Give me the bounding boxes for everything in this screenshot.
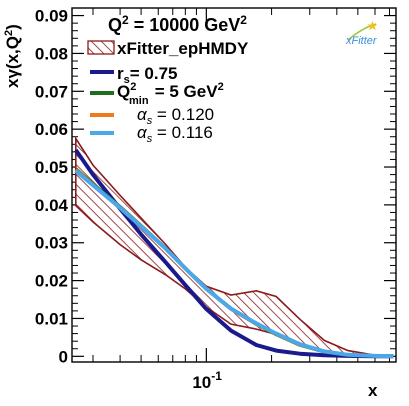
logo-star-icon: [367, 21, 378, 31]
y-tick-label: 0: [59, 347, 68, 366]
series-line-1: [74, 167, 394, 359]
legend-label-band: xFitter_epHMDY: [117, 39, 249, 58]
plot-frame: [71, 7, 397, 363]
y-tick-label: 0.01: [35, 309, 68, 328]
legend-as116-rest: = 0.116: [152, 123, 213, 142]
legend-label-qmin: Q2 min = 5 GeV2: [117, 81, 224, 107]
y-tick-label: 0.03: [35, 234, 68, 253]
error-band-area: [75, 135, 394, 358]
x-axis: 10-1: [92, 8, 391, 392]
y-tick-label: 0.07: [35, 82, 68, 101]
y-tick-label: 0.09: [35, 7, 68, 26]
series-line-3: [74, 169, 394, 359]
legend-qmin-main: Q: [117, 82, 130, 101]
error-band: [75, 135, 394, 358]
header-q-sup: 2: [122, 13, 129, 27]
legend-label-as120: αs = 0.120: [137, 105, 214, 127]
header-rest: = 10000 GeV: [129, 15, 241, 35]
legend-qmin-rest: = 5 GeV: [150, 82, 218, 101]
x-tick-exp: -1: [211, 369, 222, 383]
legend-swatch-band: [87, 40, 115, 55]
legend: xFitter_epHMDY rs= 0.75 Q2 min = 5 GeV2 α…: [87, 39, 249, 145]
legend-qmin-sup: 2: [130, 81, 136, 93]
x-tick-label: 10-1: [192, 369, 222, 392]
y-tick-label: 0.02: [35, 272, 68, 291]
y-tick-label: 0.06: [35, 120, 68, 139]
legend-as120-main: α: [137, 105, 148, 124]
y-axis-title-sup: 2: [3, 30, 15, 36]
y-axis-title-main: xγ(x,Q: [3, 36, 22, 88]
y-axis-title-end: ): [3, 24, 22, 30]
legend-as120-sub: s: [147, 115, 153, 127]
header-q: Q: [108, 15, 122, 35]
series-line-2: [74, 168, 394, 359]
legend-label-as116: αs = 0.116: [137, 123, 213, 145]
chart-header: Q2 = 10000 GeV2: [108, 13, 247, 35]
series-lines: [74, 148, 394, 359]
legend-qmin-sub: min: [129, 95, 149, 107]
logo-text: xFitter: [345, 35, 378, 47]
header-unit-sup: 2: [240, 13, 247, 27]
legend-as116-main: α: [137, 123, 148, 142]
legend-as120-rest: = 0.120: [152, 105, 214, 124]
x-axis-title: x: [368, 381, 378, 400]
x-tick-base: 10: [192, 373, 211, 392]
y-tick-label: 0.05: [35, 158, 68, 177]
xfitter-logo: xFitter: [345, 21, 378, 47]
y-axis: 0 0.01 0.02 0.03 0.04 0.05 0.06 0.07 0.08 0.09: [35, 7, 396, 366]
y-axis-title: xγ(x,Q2): [3, 24, 22, 88]
legend-label-rs: rs= 0.75: [117, 64, 178, 86]
legend-as116-sub: s: [147, 133, 153, 145]
y-tick-label: 0.08: [35, 44, 68, 63]
legend-rs-main: r: [117, 64, 124, 83]
legend-rs-rest: = 0.75: [130, 64, 178, 83]
legend-qmin-unit-sup: 2: [218, 81, 224, 93]
y-tick-label: 0.04: [35, 196, 69, 215]
legend-rs-sub: s: [124, 74, 130, 86]
